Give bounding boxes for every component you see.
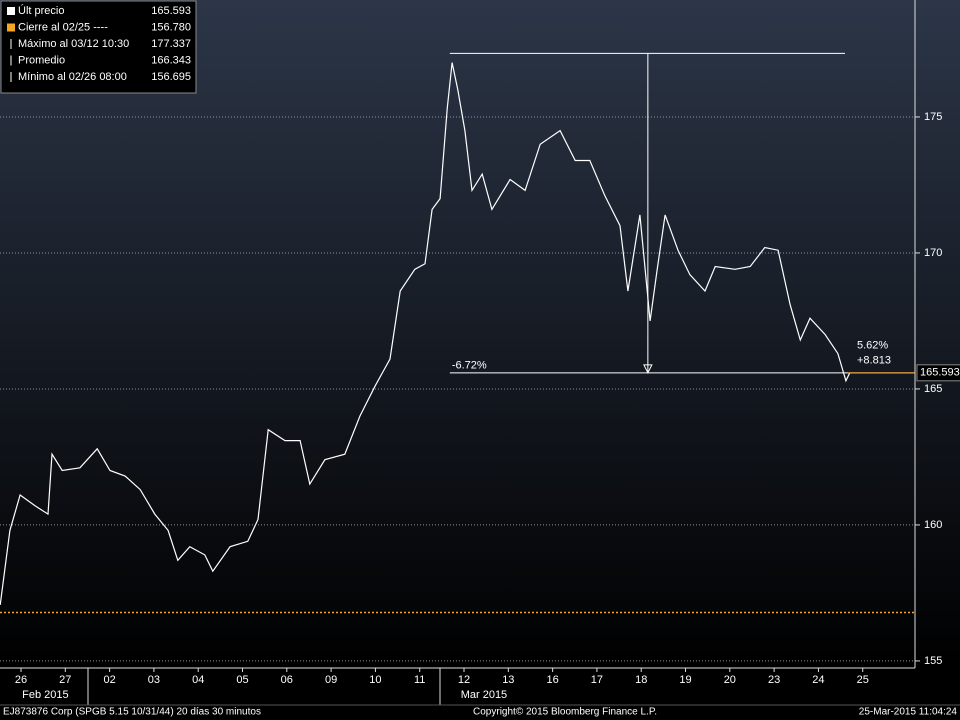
legend-value: 166.343 — [151, 54, 191, 66]
y-tick-label: 160 — [924, 519, 942, 531]
legend-name: Máximo al 03/12 10:30 — [18, 38, 129, 50]
month-label: Mar 2015 — [461, 689, 507, 701]
x-tick-label: 05 — [236, 674, 248, 686]
x-tick-label: 02 — [103, 674, 115, 686]
arrow-head — [643, 364, 653, 374]
legend-name: Promedio — [18, 54, 65, 66]
x-tick-label: 20 — [724, 674, 736, 686]
x-tick-label: 12 — [458, 674, 470, 686]
month-label: Feb 2015 — [22, 689, 68, 701]
y-tick-label: 170 — [924, 247, 942, 259]
legend-name: Mínimo al 02/26 08:00 — [18, 71, 127, 83]
legend-name: Cierre al 02/25 ---- — [18, 21, 108, 33]
x-tick-label: 27 — [59, 674, 71, 686]
x-tick-label: 19 — [679, 674, 691, 686]
x-tick-label: 03 — [148, 674, 160, 686]
x-tick-label: 17 — [591, 674, 603, 686]
footer-left: EJ873876 Corp (SPGB 5.15 10/31/44) 20 dí… — [3, 707, 261, 718]
last-price-box — [916, 364, 960, 382]
x-tick-label: 23 — [768, 674, 780, 686]
legend-name: Últ precio — [18, 4, 64, 17]
axis-band — [0, 668, 960, 720]
x-tick-label: 06 — [281, 674, 293, 686]
x-tick-label: 16 — [546, 674, 558, 686]
last-price-label: 165.593 — [920, 367, 960, 379]
x-tick-label: 11 — [414, 674, 425, 686]
x-tick-label: 10 — [369, 674, 381, 686]
legend-value: 156.695 — [151, 71, 191, 83]
legend-value: 165.593 — [151, 5, 191, 17]
y-tick-label: 165 — [924, 383, 942, 395]
low-line-label: -6.72% — [452, 360, 487, 372]
change-pct: 5.62% — [857, 340, 888, 352]
footer-right: 25-Mar-2015 11:04:24 — [859, 707, 958, 718]
y-tick-label: 175 — [924, 111, 942, 123]
legend-value: 156.780 — [151, 21, 191, 33]
price-line — [0, 62, 851, 605]
footer-center: Copyright© 2015 Bloomberg Finance L.P. — [473, 707, 657, 718]
y-tick-label: 155 — [924, 655, 942, 667]
x-tick-label: 09 — [325, 674, 337, 686]
legend-swatch — [7, 7, 15, 15]
x-tick-label: 26 — [15, 674, 27, 686]
x-tick-label: 25 — [857, 674, 869, 686]
legend-value: 177.337 — [151, 38, 191, 50]
x-tick-label: 04 — [192, 674, 204, 686]
plot-background — [0, 0, 960, 668]
change-abs: +8.813 — [857, 355, 891, 367]
x-tick-label: 18 — [635, 674, 647, 686]
x-tick-label: 13 — [502, 674, 514, 686]
legend-box — [0, 0, 197, 94]
legend-swatch — [7, 23, 15, 32]
x-tick-label: 24 — [812, 674, 824, 686]
